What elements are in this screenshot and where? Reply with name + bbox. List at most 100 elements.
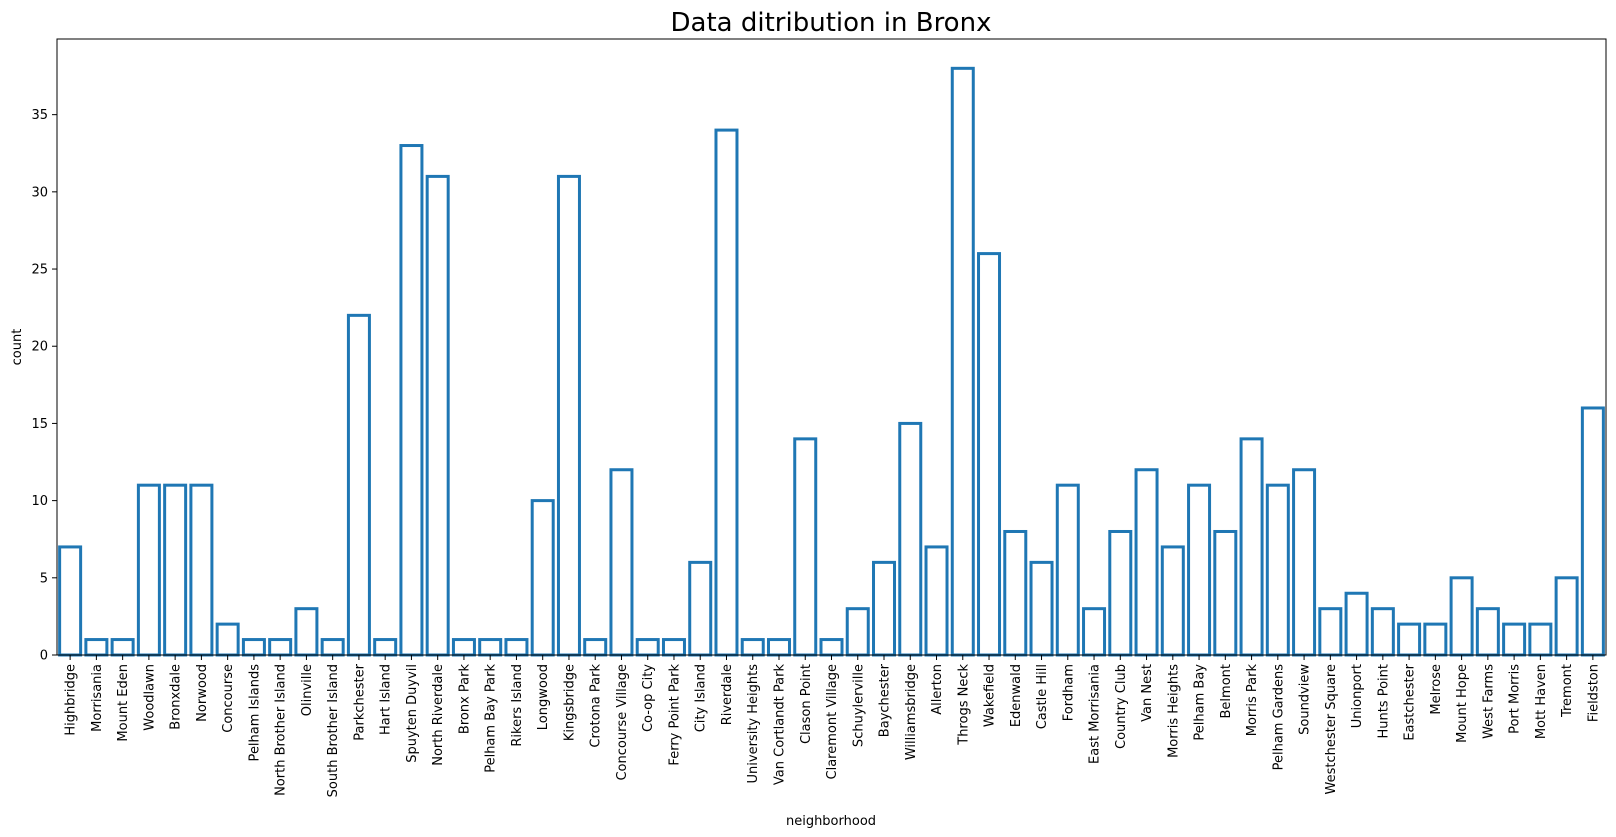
- x-tick-label: Fieldston: [1586, 664, 1601, 722]
- x-tick-label: Melrose: [1429, 664, 1444, 715]
- bar: [504, 638, 529, 657]
- bar: [530, 499, 555, 657]
- bar: [1475, 607, 1500, 657]
- bar: [766, 638, 791, 657]
- x-tick-label: Bronxdale: [169, 664, 184, 730]
- y-tick-label: 10: [31, 494, 48, 509]
- bar: [556, 174, 581, 657]
- bar: [58, 545, 83, 657]
- y-tick-label: 35: [31, 108, 48, 123]
- x-tick-label: Wakefield: [983, 664, 998, 727]
- x-tick-label: Unionport: [1350, 664, 1365, 728]
- plot-frame: [56, 38, 1607, 656]
- x-tick-label: South Brother Island: [326, 664, 341, 797]
- x-tick-label: Mount Hope: [1455, 664, 1470, 743]
- bar: [1397, 622, 1422, 657]
- bar: [1318, 607, 1343, 657]
- bar: [84, 638, 109, 657]
- bar: [294, 607, 319, 657]
- x-tick-label: Throgs Neck: [956, 664, 971, 746]
- bar: [845, 607, 870, 657]
- bar: [346, 313, 371, 657]
- x-tick-label: Morrisania: [90, 664, 105, 732]
- x-tick-label: Pelham Gardens: [1271, 664, 1286, 771]
- y-axis: 0 5 10 15 20 25 30 35: [31, 108, 57, 664]
- x-tick-label: Olinville: [300, 664, 315, 716]
- bar: [1108, 529, 1133, 657]
- x-tick-label: Concourse Village: [615, 664, 630, 781]
- bar: [793, 437, 818, 657]
- bar: [1160, 545, 1185, 657]
- bar: [583, 638, 608, 657]
- x-tick-label: Spuyten Duyvil: [405, 664, 420, 763]
- bar: [924, 545, 949, 657]
- x-tick-label: Hunts Point: [1376, 664, 1391, 739]
- x-tick-label: Kingsbridge: [562, 664, 577, 741]
- x-tick-label: City Island: [694, 664, 709, 732]
- x-tick-label: Pelham Islands: [247, 664, 262, 762]
- bar: [320, 638, 345, 657]
- x-tick-label: Williamsbridge: [904, 664, 919, 760]
- bar: [819, 638, 844, 657]
- bar: [1213, 529, 1238, 657]
- bar: [1502, 622, 1527, 657]
- x-tick-label: Hart Island: [379, 664, 394, 735]
- bar: [451, 638, 476, 657]
- x-tick-label: Claremont Village: [825, 664, 840, 779]
- y-tick-label: 5: [40, 571, 48, 586]
- x-tick-label: Morris Heights: [1166, 664, 1181, 758]
- y-tick-label: 30: [31, 185, 48, 200]
- bar: [189, 483, 214, 657]
- x-tick-label: North Brother Island: [274, 664, 289, 796]
- bar: [635, 638, 660, 657]
- bar: [1134, 468, 1159, 657]
- bar: [1423, 622, 1448, 657]
- bar: [1055, 483, 1080, 657]
- x-tick-label: Ferry Point Park: [667, 664, 682, 766]
- x-tick-label: University Heights: [746, 664, 761, 784]
- x-tick-label: Concourse: [221, 664, 236, 733]
- x-tick-label: Van Cortlandt Park: [772, 664, 787, 786]
- bar: [950, 66, 975, 657]
- bar: [1370, 607, 1395, 657]
- x-tick-label: Longwood: [536, 664, 551, 730]
- chart-title: Data ditribution in Bronx: [671, 8, 992, 38]
- x-tick-label: Riverdale: [720, 664, 735, 725]
- x-tick-label: Eastchester: [1403, 663, 1418, 740]
- x-tick-label: Co-op City: [641, 664, 656, 732]
- x-tick-label: Soundview: [1298, 664, 1313, 735]
- x-tick-label: Edenwald: [1009, 664, 1024, 727]
- bar: [740, 638, 765, 657]
- x-tick-label: Fordham: [1061, 664, 1076, 721]
- bar: [1292, 468, 1317, 657]
- x-tick-label: Mount Eden: [116, 664, 131, 742]
- x-tick-label: Mott Haven: [1534, 664, 1549, 739]
- x-tick-label: Norwood: [195, 664, 210, 722]
- bar: [268, 638, 293, 657]
- bar: [714, 128, 739, 657]
- bar: [1003, 529, 1028, 657]
- bar: [1239, 437, 1264, 657]
- y-axis-label: count: [10, 329, 25, 366]
- bar: [688, 560, 713, 657]
- bar: [110, 638, 135, 657]
- bar: [1580, 406, 1605, 657]
- x-tick-label: North Riverdale: [431, 664, 446, 766]
- x-tick-label: Rikers Island: [510, 664, 525, 747]
- x-tick-label: Westchester Square: [1324, 664, 1339, 794]
- x-tick-label: Pelham Bay: [1193, 664, 1208, 741]
- x-tick-label: Allerton: [930, 664, 945, 715]
- x-tick-label: Pelham Bay Park: [484, 664, 499, 773]
- x-tick-label: Castle Hill: [1035, 664, 1050, 729]
- bar: [399, 144, 424, 657]
- bar: [872, 560, 897, 657]
- x-tick-label: Morris Park: [1245, 664, 1260, 737]
- y-tick-label: 0: [40, 649, 48, 664]
- bar: [1554, 576, 1579, 657]
- bar: [1344, 591, 1369, 657]
- x-tick-label: East Morrisania: [1088, 664, 1103, 764]
- bar: [661, 638, 686, 657]
- x-tick-label: Tremont: [1560, 664, 1575, 718]
- x-tick-label: Belmont: [1219, 664, 1234, 718]
